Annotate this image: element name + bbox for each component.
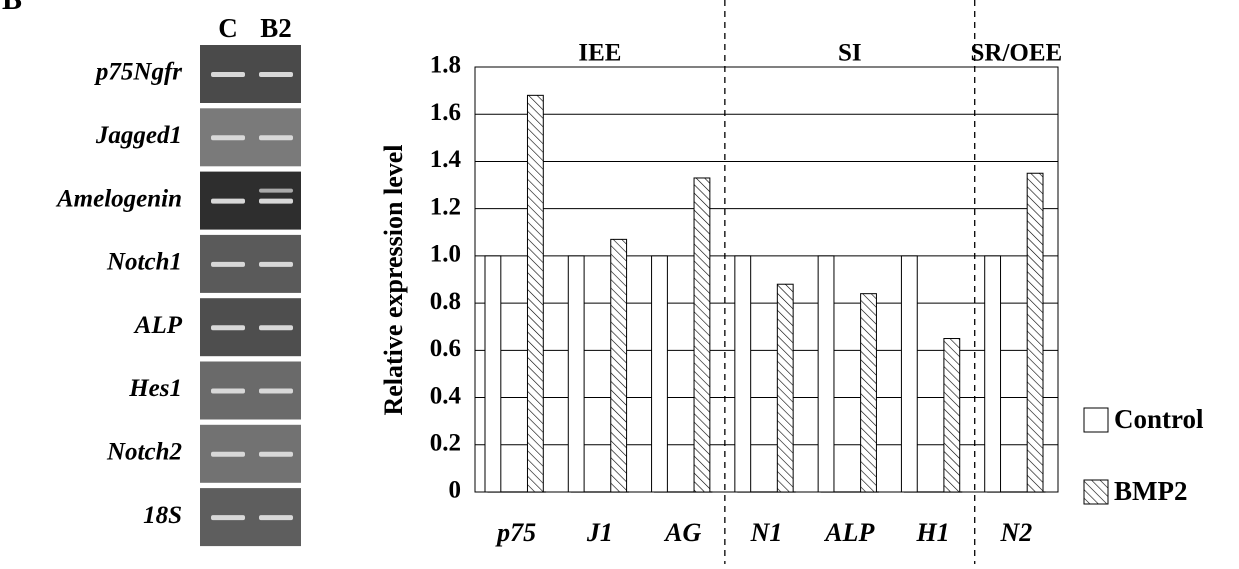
gene-label: 18S [143, 502, 182, 529]
group-label: SR/OEE [971, 40, 1063, 67]
gene-label: Notch2 [106, 439, 182, 466]
y-tick-label: 0 [449, 477, 462, 504]
gel-band [211, 199, 245, 204]
y-tick-label: 0.6 [430, 335, 461, 362]
plot-frame [475, 67, 1058, 492]
bar [568, 256, 584, 492]
group-label: IEE [578, 40, 621, 67]
bar [861, 294, 877, 492]
y-tick-label: 1.2 [430, 193, 461, 220]
bar [735, 256, 751, 492]
bar [485, 256, 501, 492]
gene-label: Amelogenin [55, 185, 182, 212]
x-tick-label: p75 [495, 518, 536, 547]
lane-label: C [218, 13, 238, 43]
gene-label: Jagged1 [95, 122, 182, 149]
y-tick-label: 1.8 [430, 52, 461, 79]
bar [1027, 173, 1043, 492]
bar [527, 95, 543, 492]
x-tick-label: ALP [823, 518, 875, 547]
gel-band [259, 515, 293, 520]
gene-label: Notch1 [106, 249, 182, 276]
y-axis-label: Relative expression level [379, 144, 408, 415]
bar [901, 256, 917, 492]
bar [944, 339, 960, 492]
legend-swatch [1084, 480, 1108, 504]
bar [818, 256, 834, 492]
gel-band [259, 189, 293, 193]
legend-label: Control [1114, 404, 1204, 434]
gel-band [259, 262, 293, 267]
y-tick-label: 1.0 [430, 241, 461, 268]
gel-band [211, 135, 245, 140]
gel-band [211, 389, 245, 394]
gel-band [211, 515, 245, 520]
legend-swatch [1084, 408, 1108, 432]
x-tick-label: N2 [999, 518, 1032, 547]
bar [985, 256, 1001, 492]
y-tick-label: 0.2 [430, 430, 461, 457]
gel-band [211, 325, 245, 330]
gel-band [211, 452, 245, 457]
legend-label: BMP2 [1114, 476, 1188, 506]
gel-band [259, 325, 293, 330]
gene-label: Hes1 [128, 375, 182, 402]
group-label: SI [838, 40, 862, 67]
x-tick-label: N1 [750, 518, 783, 547]
gel-band [259, 199, 293, 204]
gene-label: ALP [133, 312, 183, 339]
y-tick-label: 1.4 [430, 146, 462, 173]
y-tick-label: 0.8 [430, 288, 461, 315]
x-tick-label: H1 [915, 518, 949, 547]
gel-band [211, 262, 245, 267]
panel-label: B [2, 0, 22, 16]
figure: B Relative expression level C B2 p75Ngfr Ja… [0, 0, 1239, 564]
gel-band [259, 389, 293, 394]
gene-label: p75Ngfr [94, 59, 182, 86]
x-tick-label: J1 [586, 518, 613, 547]
bar [611, 239, 627, 492]
gel-band [259, 72, 293, 77]
gel-band [211, 72, 245, 77]
bar [652, 256, 668, 492]
gel-band [259, 452, 293, 457]
y-tick-label: 0.4 [430, 382, 462, 409]
gel-band [259, 135, 293, 140]
lane-label: B2 [260, 13, 292, 43]
bar [777, 284, 793, 492]
y-tick-label: 1.6 [430, 99, 461, 126]
x-tick-label: AG [663, 518, 701, 547]
bar [694, 178, 710, 492]
